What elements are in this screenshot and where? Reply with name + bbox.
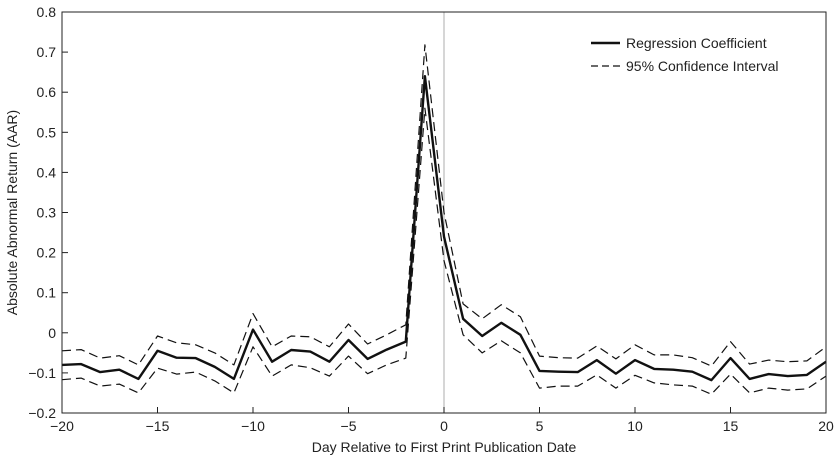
x-tick-label: −10 [241,418,265,434]
y-tick-label: 0.2 [37,245,57,261]
y-tick-label: 0.4 [37,164,57,180]
x-tick-label: 0 [440,418,448,434]
x-axis-label: Day Relative to First Print Publication … [312,439,577,455]
legend: Regression Coefficient 95% Confidence In… [591,35,779,74]
legend-label-regression-coefficient: Regression Coefficient [626,35,767,51]
x-axis-ticks: −20 −15 −10 −5 0 5 10 15 20 [50,407,834,434]
y-tick-label: 0.7 [37,44,57,60]
legend-label-confidence-interval: 95% Confidence Interval [626,58,779,74]
y-tick-label: 0.5 [37,124,57,140]
y-tick-label: 0 [48,325,56,341]
series-line-regression-coefficient [61,74,827,382]
x-tick-label: −5 [341,418,357,434]
x-tick-label: 5 [536,418,544,434]
series-line-ci-upper [61,44,827,367]
y-tick-label: 0.6 [37,84,57,100]
y-tick-label: −0.1 [28,365,56,381]
y-tick-label: 0.8 [37,4,57,20]
series-line-ci-lower [61,107,827,395]
series-layer [61,44,827,395]
x-tick-label: −15 [146,418,170,434]
x-tick-label: 15 [723,418,739,434]
y-axis-ticks: −0.2 −0.1 0 0.1 0.2 0.3 0.4 0.5 0.6 0.7 0.8 [28,4,68,421]
y-tick-label: −0.2 [28,405,56,421]
y-tick-label: 0.3 [37,205,57,221]
x-tick-label: −20 [50,418,74,434]
x-tick-label: 20 [818,418,834,434]
y-tick-label: 0.1 [37,285,57,301]
y-axis-label: Absolute Abnormal Return (AAR) [4,110,20,315]
x-tick-label: 10 [627,418,643,434]
